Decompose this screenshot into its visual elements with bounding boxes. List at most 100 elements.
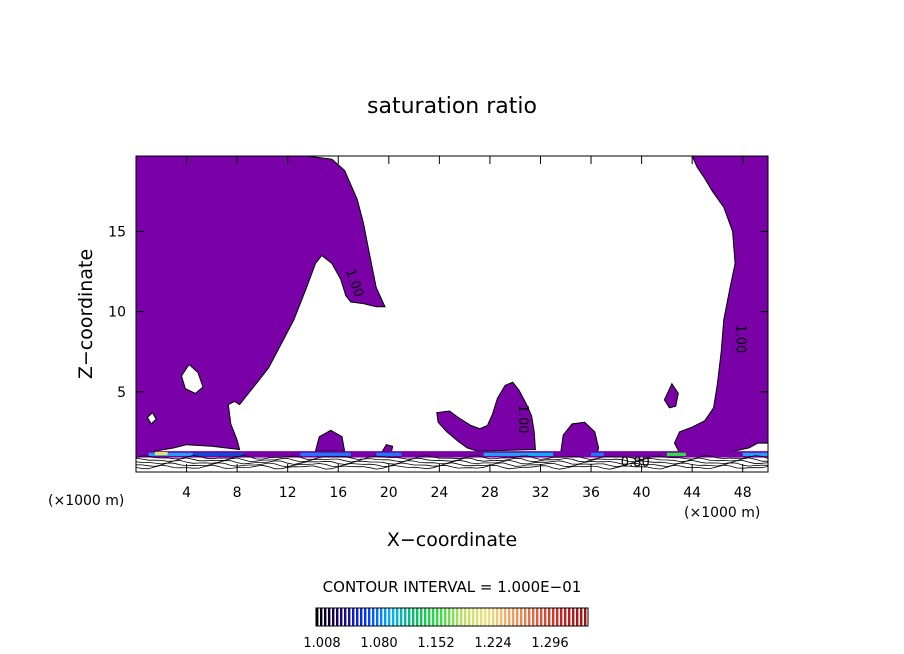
region-blob-14 <box>314 429 346 452</box>
colorbar-swatch <box>552 608 555 626</box>
colorbar-swatch <box>396 608 399 626</box>
colorbar-swatch <box>564 608 567 626</box>
x-tick-label: 32 <box>532 485 550 501</box>
colorbar-swatch <box>412 608 415 626</box>
colorbar-swatch <box>432 608 435 626</box>
colorbar-swatch <box>428 608 431 626</box>
colorbar-swatch <box>368 608 371 626</box>
surface-contour-line-4 <box>136 464 768 470</box>
surface-patch-2 <box>300 452 351 456</box>
colorbar-tick-label: 1.080 <box>360 636 397 651</box>
y-tick-label: 15 <box>108 224 126 240</box>
colorbar-swatch <box>532 608 535 626</box>
colorbar-swatch <box>392 608 395 626</box>
colorbar-swatch <box>576 608 579 626</box>
colorbar-swatch <box>464 608 467 626</box>
x-tick-label: 28 <box>481 485 499 501</box>
contour-label: 0.80 <box>621 455 650 470</box>
colorbar-swatch <box>448 608 451 626</box>
colorbar-swatch <box>420 608 423 626</box>
colorbar-swatch <box>524 608 527 626</box>
colorbar-swatch <box>340 608 343 626</box>
colorbar-swatch <box>548 608 551 626</box>
y-tick-label: 5 <box>117 385 126 401</box>
colorbar-swatch <box>380 608 383 626</box>
surface-contour-line-2 <box>136 459 768 465</box>
colorbar-swatch <box>316 608 319 626</box>
colorbar-swatch <box>460 608 463 626</box>
colorbar-swatch <box>512 608 515 626</box>
colorbar-swatch <box>356 608 359 626</box>
colorbar-swatch <box>348 608 351 626</box>
colorbar-tick-label: 1.224 <box>474 636 511 651</box>
surface-patch-5 <box>527 452 554 456</box>
x-tick-label: 24 <box>430 485 448 501</box>
colorbar-swatch <box>436 608 439 626</box>
colorbar-swatch <box>372 608 375 626</box>
surface-patch-yellow <box>154 451 168 456</box>
region-mid-cluster <box>436 381 536 452</box>
colorbar-ticks: 1.008 1.080 1.152 1.224 1.296 <box>303 636 568 651</box>
y-axis-label: Z−coordinate <box>75 249 97 379</box>
colorbar-swatch <box>452 608 455 626</box>
x-axis: 4 8 12 16 20 24 28 32 36 40 44 48 <box>182 156 752 501</box>
x-tick-label: 4 <box>182 485 191 501</box>
surface-patch-1 <box>192 452 244 456</box>
colorbar-swatch <box>440 608 443 626</box>
region-hole-1 <box>146 411 157 425</box>
colorbar-swatch <box>528 608 531 626</box>
contour-label: 1.00 <box>732 324 747 353</box>
y-tick-label: 10 <box>108 305 126 321</box>
surface-patch-7 <box>666 452 686 456</box>
colorbar-swatch <box>344 608 347 626</box>
x-tick-label: 48 <box>734 485 752 501</box>
x-axis-label: X−coordinate <box>387 529 517 551</box>
colorbar-swatch <box>584 608 587 626</box>
colorbar-swatch <box>492 608 495 626</box>
colorbar-swatch <box>476 608 479 626</box>
y-axis: 5 10 15 <box>108 224 768 401</box>
colorbar-swatch <box>560 608 563 626</box>
surface-contour-line-3 <box>136 462 768 468</box>
x-tick-label: 16 <box>329 485 347 501</box>
colorbar-swatch <box>520 608 523 626</box>
colorbar-swatch <box>400 608 403 626</box>
colorbar-swatch <box>416 608 419 626</box>
region-blob-42 <box>663 382 679 409</box>
plot-frame <box>135 155 769 473</box>
colorbar-swatch <box>388 608 391 626</box>
colorbar-swatch <box>536 608 539 626</box>
chart-title: saturation ratio <box>367 94 537 119</box>
surface-patch-6 <box>591 452 604 456</box>
colorbar-swatch <box>556 608 559 626</box>
colorbar-swatch <box>352 608 355 626</box>
colorbar-swatch <box>324 608 327 626</box>
x-axis-unit-left: (×1000 m) <box>48 493 124 509</box>
colorbar-swatch <box>568 608 571 626</box>
colorbar-swatch <box>444 608 447 626</box>
x-tick-label: 8 <box>233 485 242 501</box>
colorbar-swatch <box>572 608 575 626</box>
colorbar-swatch <box>580 608 583 626</box>
contour-label: 1.00 <box>515 405 530 434</box>
colorbar-swatch <box>456 608 459 626</box>
colorbar-swatch <box>500 608 503 626</box>
colorbar-swatch <box>496 608 499 626</box>
surface-patch-8 <box>742 452 768 456</box>
colorbar-swatch <box>504 608 507 626</box>
colorbar-swatch <box>480 608 483 626</box>
x-tick-label: 36 <box>582 485 600 501</box>
saturation-fill-layer <box>136 156 768 455</box>
colorbar-swatch <box>508 608 511 626</box>
x-axis-unit-right: (×1000 m) <box>684 505 760 521</box>
colorbar-swatch <box>468 608 471 626</box>
region-right-column <box>673 156 768 455</box>
surface-patch-3 <box>376 452 402 456</box>
plot-area <box>136 156 768 470</box>
x-tick-label: 12 <box>279 485 297 501</box>
colorbar-swatch <box>328 608 331 626</box>
region-hole-4 <box>180 363 204 394</box>
colorbar <box>315 607 589 627</box>
contour-interval-label: CONTOUR INTERVAL = 1.000E−01 <box>323 578 582 596</box>
